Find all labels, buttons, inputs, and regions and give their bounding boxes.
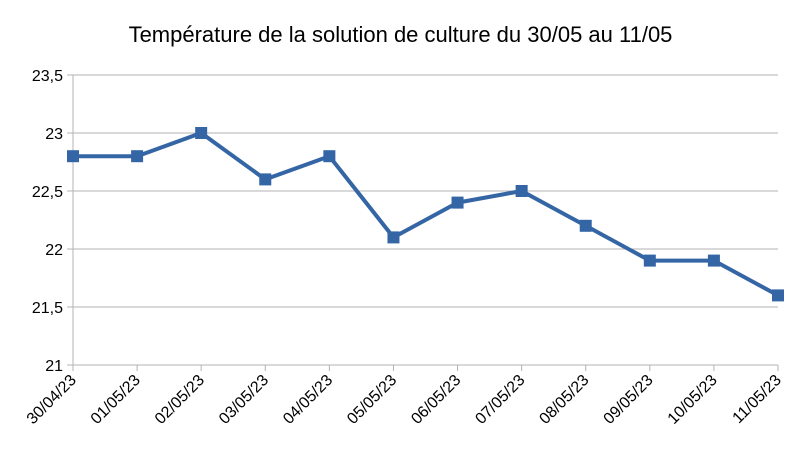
x-tick-label: 03/05/23 [216,372,272,428]
x-tick-label: 06/05/23 [408,372,464,428]
data-point-marker [707,254,720,267]
y-tick-label: 23 [45,126,63,143]
y-tick-label: 22 [45,242,63,259]
axes [67,74,779,371]
data-point-marker [515,185,528,197]
x-tick-label: 11/05/23 [730,372,785,427]
chart-title: Température de la solution de culture du… [128,22,673,47]
y-tick-label: 21,5 [32,300,63,317]
x-tick-label: 04/05/23 [280,372,336,428]
x-tick-label: 05/05/23 [344,372,400,428]
data-point-marker [67,150,79,163]
y-tick-label: 21 [45,358,63,375]
data-point-marker [451,196,464,209]
data-point-marker [387,231,400,244]
x-tick-label: 08/05/23 [536,372,592,428]
data-point-marker [643,254,656,267]
data-point-marker [579,219,592,232]
series-temperature [67,127,784,302]
x-tick-labels: 30/04/23 01/05/23 02/05/23 03/05/23 04/05/23… [24,372,785,428]
y-tick-label: 22,5 [32,184,63,201]
y-tick-labels: 21 21,5 22 22,5 23 23,5 [32,68,63,375]
data-point-marker [323,150,336,163]
x-tick-label: 09/05/23 [601,372,657,428]
data-point-marker [131,150,144,163]
x-tick-label: 01/05/23 [88,372,144,428]
y-tick-label: 23,5 [32,68,63,85]
x-tick-label: 07/05/23 [472,372,528,428]
series-line [73,131,779,298]
x-tick-label: 30/04/23 [24,372,80,428]
x-tick-label: 02/05/23 [152,372,208,428]
x-tick-label: 10/05/23 [665,372,721,428]
data-point-marker [195,127,208,139]
data-point-marker [772,289,784,302]
data-point-marker [259,173,272,186]
